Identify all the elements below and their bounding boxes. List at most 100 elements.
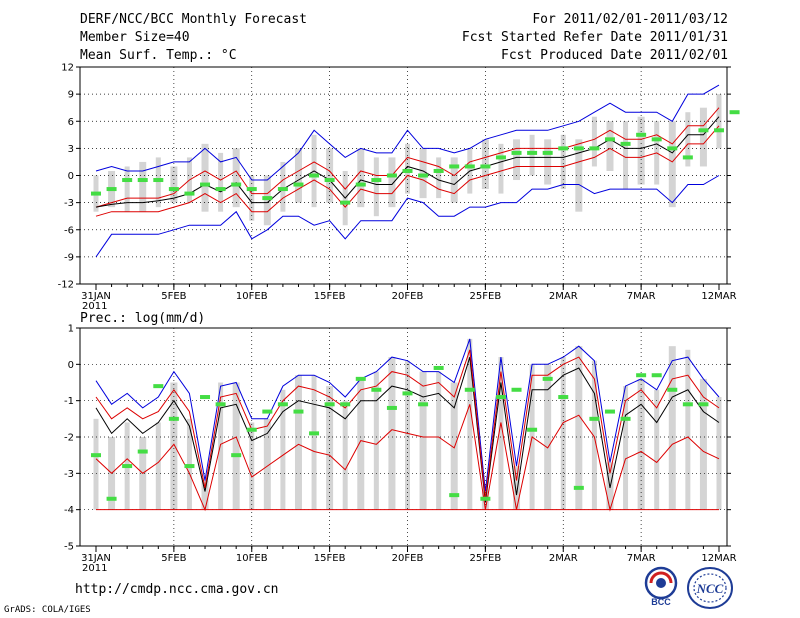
member-box (699, 107, 707, 167)
member-box (263, 175, 271, 226)
observed-mark (449, 493, 460, 498)
observed-mark (589, 146, 600, 151)
member-box (201, 143, 209, 212)
observed-mark (418, 173, 429, 178)
x-tick-year: 2011 (82, 563, 107, 574)
observed-mark (620, 416, 631, 421)
member-box (357, 378, 365, 510)
observed-mark (542, 150, 553, 155)
observed-mark (495, 155, 506, 160)
spread-lower-line (95, 404, 720, 512)
website-url[interactable]: http://cmdp.ncc.cma.gov.cn (75, 582, 279, 597)
observed-mark (184, 191, 195, 196)
member-box (280, 161, 286, 212)
member-box (280, 389, 286, 510)
observed-mark (153, 178, 164, 183)
observed-mark (667, 387, 678, 392)
member-box (388, 157, 396, 208)
observed-mark (91, 191, 101, 196)
observed-mark (527, 427, 538, 432)
observed-mark (200, 182, 211, 187)
observed-mark (682, 402, 693, 407)
observed-mark (667, 146, 678, 151)
ensemble-max-line (95, 84, 720, 181)
observed-mark (651, 373, 662, 378)
observed-mark (340, 200, 351, 205)
member-box (498, 357, 504, 510)
observed-mark (371, 387, 382, 392)
observed-mark (168, 416, 179, 421)
y-tick-label: -4 (64, 505, 74, 516)
observed-mark (106, 496, 117, 501)
member-box (155, 422, 161, 510)
member-box (170, 166, 178, 203)
x-tick-label: 5FEB (161, 553, 186, 564)
member-box (436, 157, 442, 199)
y-tick-label: 1 (68, 324, 74, 335)
observed-mark (355, 376, 366, 381)
member-size: Member Size=40 (80, 30, 190, 45)
member-box (560, 357, 566, 510)
spread-upper-line (95, 349, 720, 499)
observed-mark (449, 164, 460, 169)
observed-mark (589, 416, 600, 421)
observed-mark (231, 453, 242, 458)
member-box (544, 364, 552, 510)
observed-mark (293, 409, 304, 414)
member-box (529, 134, 535, 176)
member-box (249, 175, 255, 221)
member-box (357, 148, 365, 208)
y-tick-label: 0 (68, 360, 74, 371)
observed-mark (558, 146, 569, 151)
member-box (93, 418, 99, 510)
member-box (326, 386, 334, 510)
observed-mark (324, 402, 335, 407)
observed-mark (402, 391, 413, 396)
spread-upper-line (95, 107, 720, 208)
member-box (139, 161, 147, 212)
y-tick-label: -12 (58, 280, 74, 291)
observed-mark (464, 387, 475, 392)
x-tick-label: 20FEB (392, 553, 424, 564)
x-tick-label: 7MAR (627, 291, 656, 302)
observed-mark (433, 168, 444, 173)
y-tick-label: -5 (64, 542, 74, 553)
x-tick-label: 10FEB (236, 553, 268, 564)
observed-mark (386, 173, 397, 178)
observed-mark (620, 141, 631, 146)
x-tick-label: 5FEB (161, 291, 186, 302)
observed-mark (527, 150, 538, 155)
observed-mark (573, 485, 584, 490)
observed-mark (309, 431, 320, 436)
observed-mark (480, 496, 491, 501)
member-box (373, 371, 379, 510)
observed-mark (324, 178, 335, 183)
x-tick-label: 10FEB (236, 291, 268, 302)
observed-mark (309, 173, 320, 178)
forecast-start-date: Fcst Started Refer Date 2011/01/31 (461, 30, 728, 45)
member-box (342, 400, 348, 510)
observed-mark (137, 449, 148, 454)
observed-mark (729, 110, 740, 115)
x-tick-label: 12MAR (701, 553, 736, 564)
member-box (716, 397, 722, 510)
observed-mark (511, 387, 522, 392)
ncc-logo: NCC (687, 567, 733, 609)
bcc-logo-text: BCC (651, 597, 671, 606)
x-tick-year: 2011 (82, 301, 107, 312)
forecast-period: For 2011/02/01-2011/03/12 (532, 12, 728, 27)
temp-panel-label: Mean Surf. Temp.: °C (80, 48, 237, 63)
member-box (294, 375, 302, 510)
observed-mark (231, 182, 242, 187)
y-tick-label: 12 (61, 63, 74, 74)
member-box (170, 382, 178, 510)
ncc-logo-text: NCC (696, 581, 724, 596)
observed-mark (573, 146, 584, 151)
x-tick-label: 25FEB (470, 553, 502, 564)
observed-mark (698, 128, 709, 133)
observed-mark (480, 164, 491, 169)
x-tick-label: 15FEB (314, 553, 346, 564)
member-box (481, 139, 489, 190)
